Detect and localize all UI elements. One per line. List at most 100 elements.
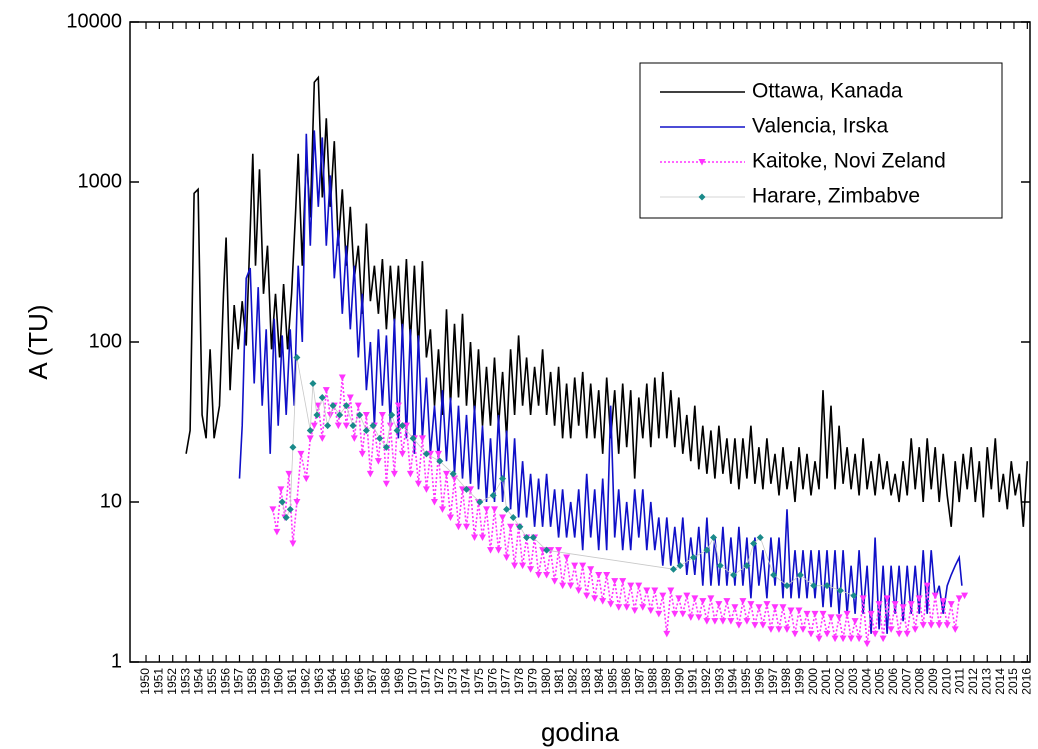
data-point — [309, 380, 317, 388]
data-point — [819, 610, 827, 618]
x-tick-label: 1966 — [352, 668, 366, 695]
x-tick-label: 1950 — [138, 668, 152, 695]
x-axis-label: godina — [541, 717, 620, 747]
data-point — [362, 411, 370, 419]
data-point — [655, 610, 663, 618]
y-tick-label: 1000 — [78, 170, 123, 192]
data-point — [691, 595, 699, 602]
data-point — [398, 450, 406, 458]
data-point — [369, 422, 377, 430]
data-point — [695, 614, 703, 621]
data-point — [791, 630, 799, 638]
data-point — [426, 450, 434, 458]
data-point — [763, 601, 771, 608]
data-point — [827, 614, 835, 621]
data-point — [269, 506, 277, 513]
data-point — [591, 595, 599, 602]
data-point — [313, 411, 321, 419]
x-tick-label: 1987 — [632, 668, 646, 695]
data-point — [388, 411, 396, 419]
data-point — [322, 387, 330, 394]
data-point — [467, 486, 475, 493]
data-point — [815, 635, 823, 643]
data-point — [947, 601, 955, 608]
data-point — [675, 595, 683, 602]
x-tick-label: 1996 — [752, 668, 766, 695]
x-tick-label: 2013 — [979, 668, 993, 695]
data-point — [559, 582, 567, 590]
y-axis-label: A (TU) — [23, 304, 53, 379]
x-tick-label: 1986 — [619, 668, 633, 695]
data-point — [414, 480, 422, 488]
x-tick-label: 2010 — [939, 668, 953, 695]
x-tick-label: 1970 — [405, 668, 419, 695]
series-line — [238, 130, 963, 634]
data-point — [627, 582, 635, 590]
data-point — [509, 514, 517, 522]
data-point — [747, 601, 755, 608]
x-tick-label: 2008 — [913, 668, 927, 695]
data-point — [707, 595, 715, 602]
data-point — [535, 571, 543, 579]
data-point — [579, 562, 587, 570]
data-point — [875, 601, 883, 608]
x-tick-label: 1993 — [712, 668, 726, 695]
data-point — [619, 578, 627, 585]
data-point — [639, 604, 647, 611]
data-point — [409, 434, 417, 442]
data-point — [471, 534, 479, 541]
data-point — [623, 604, 631, 611]
data-point — [807, 630, 815, 638]
data-point — [716, 562, 724, 570]
series — [185, 75, 1029, 527]
data-point — [607, 601, 615, 608]
x-tick-label: 2002 — [833, 668, 847, 695]
data-point — [783, 582, 791, 590]
data-point — [931, 592, 939, 600]
data-point — [915, 595, 923, 602]
x-tick-label: 1973 — [445, 668, 459, 695]
x-tick-label: 1960 — [272, 668, 286, 695]
data-point — [575, 587, 583, 594]
data-point — [543, 546, 551, 554]
data-point — [719, 618, 727, 625]
data-point — [336, 411, 344, 419]
data-point — [867, 610, 875, 618]
x-tick-label: 1988 — [646, 668, 660, 695]
plot-frame — [129, 21, 1031, 663]
data-point — [703, 546, 711, 554]
data-point — [285, 470, 293, 478]
data-point — [507, 523, 515, 531]
data-point — [783, 626, 791, 633]
x-tick-label: 1969 — [392, 668, 406, 695]
data-point — [823, 582, 831, 590]
data-point — [350, 435, 358, 442]
data-point — [499, 514, 507, 522]
data-point — [847, 635, 855, 643]
data-point — [324, 422, 332, 430]
x-tick-label: 1964 — [325, 668, 339, 695]
data-point — [422, 486, 430, 493]
x-tick-label: 1991 — [686, 668, 700, 695]
x-tick-label: 1995 — [739, 668, 753, 695]
data-point — [771, 604, 779, 611]
series — [278, 354, 858, 600]
x-tick-label: 2015 — [1006, 668, 1020, 695]
data-point — [755, 604, 763, 611]
data-point — [567, 582, 575, 590]
data-point — [487, 547, 495, 554]
data-point — [919, 622, 927, 629]
data-point — [779, 604, 787, 611]
data-point — [651, 587, 659, 594]
data-point — [543, 571, 551, 579]
data-point — [799, 626, 807, 633]
x-tick-label: 1958 — [245, 668, 259, 695]
x-tick-label: 1967 — [365, 668, 379, 695]
data-point — [450, 475, 458, 483]
x-tick-label: 1951 — [152, 668, 166, 695]
data-point — [723, 598, 731, 605]
data-point — [382, 443, 390, 451]
x-tick-label: 2009 — [926, 668, 940, 695]
x-tick-label: 2000 — [806, 668, 820, 695]
x-tick-label: 1994 — [726, 668, 740, 695]
